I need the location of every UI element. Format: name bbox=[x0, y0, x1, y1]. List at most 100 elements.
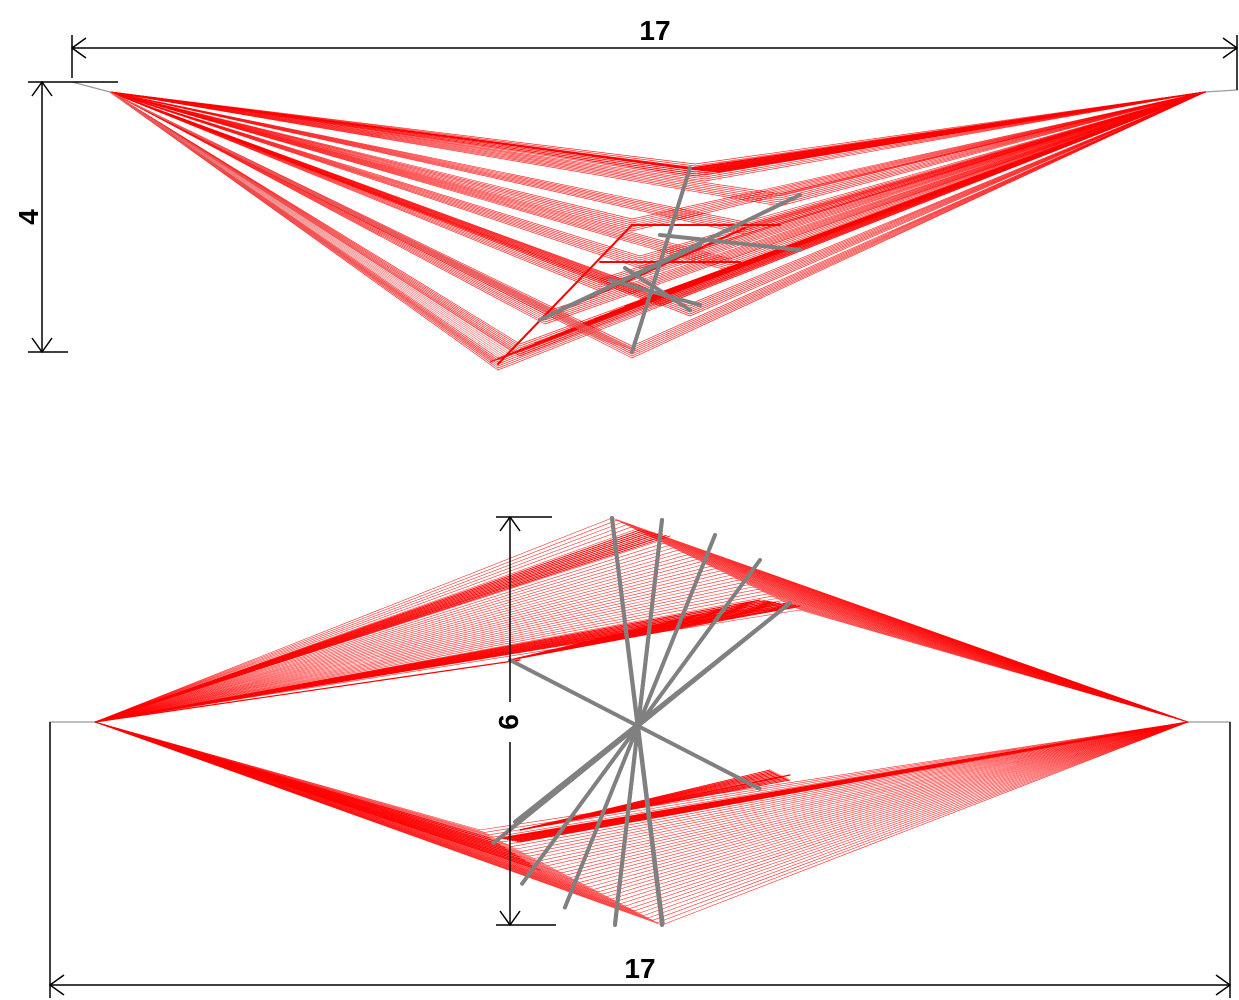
bottom-lower-cable bbox=[597, 721, 1189, 893]
bottom-strut bbox=[613, 518, 664, 927]
bottom-struts bbox=[491, 516, 792, 927]
bottom-lower-cable bbox=[547, 721, 1189, 866]
bottom-height-label: 6 bbox=[493, 714, 524, 730]
bottom-upper-cable bbox=[94, 659, 521, 723]
bottom-upper-cable bbox=[94, 519, 618, 723]
top-strut bbox=[558, 243, 702, 312]
top-cable bbox=[109, 91, 601, 292]
top-cable bbox=[704, 91, 1206, 182]
bottom-lower-cable bbox=[552, 721, 1189, 869]
top-cable-band bbox=[719, 91, 1206, 173]
bottom-lower-cable bbox=[588, 721, 1189, 888]
bottom-upper-cable bbox=[94, 568, 716, 723]
bottom-upper-cable bbox=[799, 609, 1189, 723]
bottom-upper-cable bbox=[94, 526, 632, 723]
bottom-lower-cable bbox=[607, 721, 1189, 897]
top-cable-net bbox=[71, 81, 1238, 371]
top-cable bbox=[497, 91, 1206, 371]
bottom-upper-cable bbox=[94, 586, 754, 723]
bottom-upper-cable bbox=[94, 549, 679, 723]
top-cable bbox=[631, 91, 1206, 359]
top-cable bbox=[109, 91, 641, 269]
top-struts bbox=[538, 166, 802, 354]
bottom-lower-cable bbox=[643, 721, 1189, 916]
top-cable bbox=[599, 91, 1206, 292]
bottom-upper-cable bbox=[94, 554, 688, 723]
top-span-label: 17 bbox=[639, 15, 670, 46]
bottom-upper-cable bbox=[94, 579, 740, 723]
bottom-height-label-bg bbox=[492, 702, 526, 742]
top-depth-dimension: 4 bbox=[13, 80, 118, 354]
bottom-upper-cable bbox=[509, 605, 801, 661]
top-cable bbox=[689, 91, 1206, 317]
top-anchor-left bbox=[71, 81, 111, 93]
bottom-upper-cable bbox=[94, 542, 665, 723]
bottom-lower-cable bbox=[584, 721, 1189, 885]
bottom-upper-cable bbox=[94, 545, 669, 723]
bottom-lower-cable bbox=[602, 721, 1189, 895]
bottom-span-label: 17 bbox=[624, 953, 655, 984]
bottom-lower-cable bbox=[94, 721, 663, 926]
bottom-lower-cable bbox=[516, 721, 1189, 850]
bottom-upper-cable bbox=[94, 556, 693, 723]
bottom-lower-cable bbox=[561, 721, 1189, 874]
bottom-lower-cable bbox=[629, 721, 1189, 909]
bottom-height-dimension: 6 bbox=[492, 515, 556, 927]
bottom-lower-cable bbox=[625, 721, 1189, 907]
bottom-cable-net bbox=[49, 517, 1231, 926]
bottom-lower-cable bbox=[575, 721, 1189, 881]
bottom-upper-cable bbox=[94, 577, 735, 723]
bottom-upper-cable bbox=[94, 561, 702, 723]
bottom-upper-cable bbox=[94, 524, 627, 723]
bottom-upper-cable bbox=[94, 522, 622, 723]
bottom-upper-cable bbox=[94, 517, 613, 723]
bottom-lower-cable bbox=[566, 721, 1189, 876]
bottom-lower-cable bbox=[652, 721, 1189, 921]
bottom-lower-cable bbox=[525, 721, 1189, 855]
bottom-lower-cable bbox=[557, 721, 1189, 871]
bottom-lower-cable bbox=[534, 721, 1189, 859]
bottom-lower-cable bbox=[616, 721, 1189, 902]
bottom-lower-cable bbox=[520, 721, 1189, 852]
top-cable bbox=[779, 91, 1206, 207]
bottom-upper-cable bbox=[94, 570, 721, 723]
top-cable bbox=[109, 91, 731, 272]
bottom-lower-cable bbox=[488, 721, 1189, 836]
bottom-lower-cable bbox=[519, 779, 791, 831]
bottom-lower-cable bbox=[94, 721, 541, 871]
bottom-upper-cable bbox=[94, 588, 759, 723]
top-cable bbox=[109, 91, 546, 325]
bottom-upper-cable bbox=[94, 547, 674, 723]
bottom-lower-cable bbox=[620, 721, 1189, 904]
top-cable bbox=[519, 91, 1206, 357]
top-strut bbox=[608, 278, 702, 307]
bottom-upper-cable bbox=[94, 593, 768, 723]
bottom-lower-cable bbox=[593, 721, 1189, 890]
bottom-lower-cable bbox=[529, 721, 1189, 857]
bottom-upper-cable bbox=[94, 565, 712, 723]
bottom-lower-cable bbox=[648, 721, 1189, 919]
bottom-lower-cable bbox=[634, 721, 1189, 912]
bottom-lower-cable bbox=[538, 721, 1189, 862]
bottom-upper-cable bbox=[94, 559, 697, 723]
bottom-span-dimension: 17 bbox=[48, 722, 1232, 998]
top-anchor-right bbox=[1204, 89, 1238, 93]
bottom-upper-cable bbox=[94, 582, 744, 723]
top-depth-label: 4 bbox=[13, 209, 44, 225]
bottom-lower-cable bbox=[519, 721, 1189, 843]
bottom-upper-cable bbox=[94, 535, 671, 723]
bottom-lower-cable bbox=[579, 721, 1189, 883]
bottom-upper-cable bbox=[94, 552, 683, 723]
bottom-strut bbox=[513, 601, 792, 824]
top-strut bbox=[658, 233, 802, 252]
bottom-upper-cable bbox=[94, 584, 749, 723]
top-cable bbox=[744, 91, 1206, 235]
top-cable bbox=[497, 224, 633, 365]
bottom-lower-cable bbox=[657, 721, 1189, 923]
bottom-lower-cable bbox=[611, 721, 1189, 900]
bottom-view-plan: 6 17 bbox=[48, 515, 1232, 998]
bottom-lower-cable bbox=[661, 721, 1189, 926]
top-cable bbox=[109, 91, 781, 207]
bottom-upper-cable bbox=[94, 609, 801, 723]
